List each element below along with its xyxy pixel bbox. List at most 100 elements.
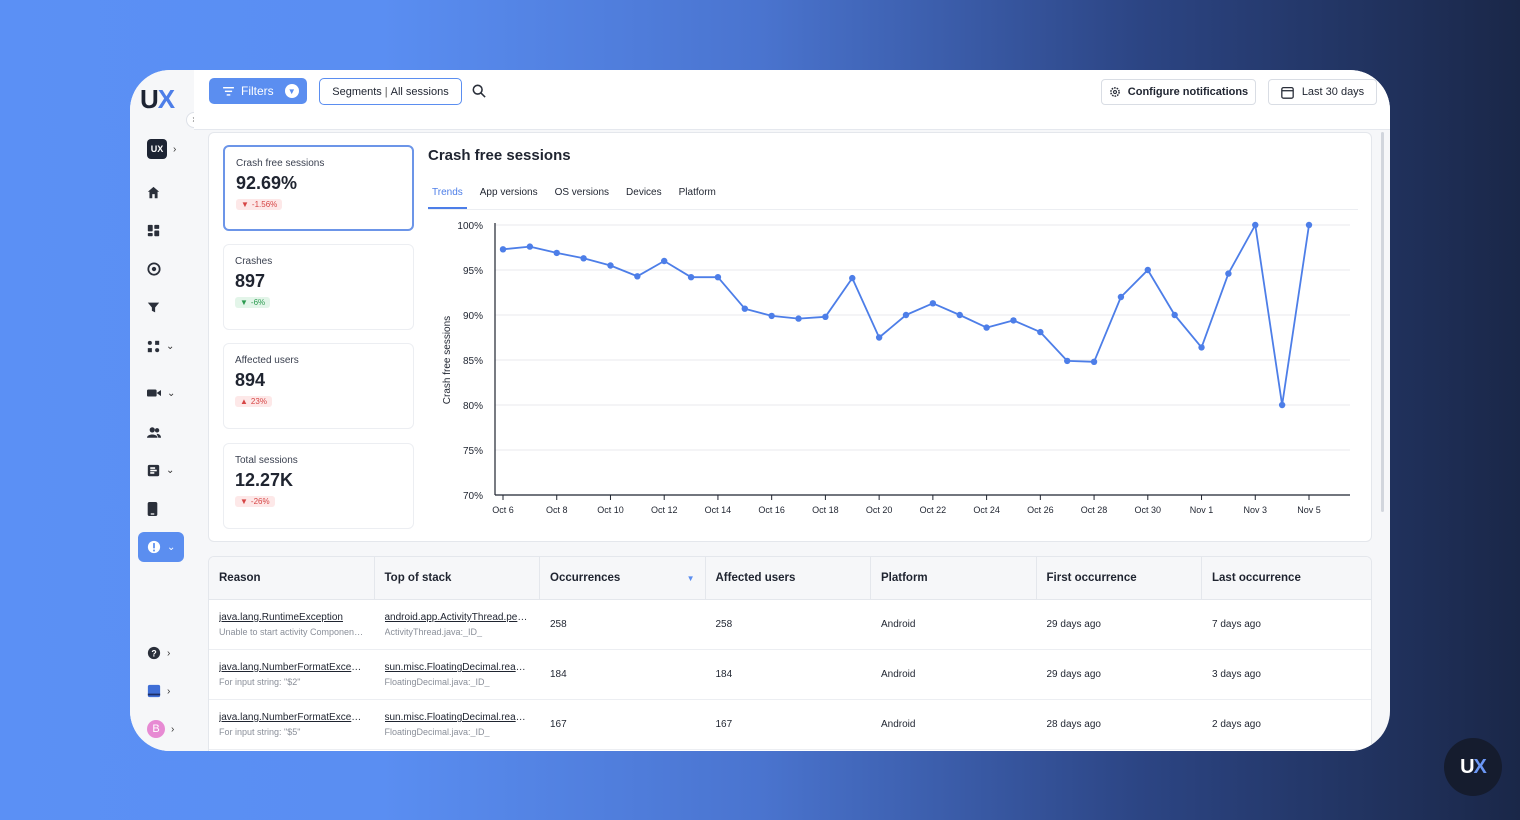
app-logo[interactable]: UX [140, 84, 175, 114]
sidebar-item-recordings[interactable]: ⌄ [138, 378, 184, 408]
chevron-right-icon: › [167, 685, 171, 697]
chevron-right-icon: › [173, 143, 177, 155]
data-point [875, 334, 883, 341]
data-point [607, 262, 614, 269]
sidebar-item-analytics[interactable] [138, 254, 184, 284]
column-header-last-occurrence[interactable]: Last occurrence [1212, 572, 1301, 584]
page-scrollbar[interactable] [1381, 132, 1384, 512]
x-tick-label: Nov 1 [1190, 505, 1214, 515]
column-header-top-of-stack[interactable]: Top of stack [375, 557, 540, 599]
platform-cell: Android [881, 719, 916, 730]
reason-link[interactable]: java.lang.RuntimeException [219, 612, 343, 623]
data-point [1198, 344, 1205, 351]
column-header-occurrences[interactable]: Occurrences ▼ [540, 557, 706, 599]
metric-change-badge: ▼ -26% [235, 496, 275, 507]
arrow-up-icon: ▲ [240, 397, 248, 406]
data-point [741, 305, 748, 312]
column-header-affected-users[interactable]: Affected users [706, 557, 871, 599]
tab-os-versions[interactable]: OS versions [554, 187, 610, 198]
x-tick-label: Oct 26 [1027, 505, 1054, 515]
affected-users-cell: 167 [715, 719, 733, 730]
tab-trends[interactable]: Trends [428, 179, 467, 209]
stack-link[interactable]: sun.misc.FloatingDecimal.readJ... [384, 712, 531, 723]
tab-app-versions[interactable]: App versions [479, 187, 538, 198]
data-point [983, 324, 990, 331]
chevron-right-icon: › [167, 647, 171, 659]
reason-detail: For input string: "$2" [219, 677, 301, 687]
reason-detail: Unable to start activity ComponentI... [219, 627, 365, 637]
sidebar-item-mobile[interactable] [138, 494, 184, 524]
table-row[interactable]: java.lang.NumberFormatException For input… [209, 700, 1371, 750]
x-tick-label: Oct 20 [866, 505, 893, 515]
sidebar-item-journeys[interactable]: ⌄ [138, 331, 184, 361]
table-row[interactable]: java.lang.RuntimeException Unable to star… [209, 600, 1371, 650]
x-tick-label: Nov 5 [1297, 505, 1321, 515]
y-tick-label: 75% [463, 446, 483, 457]
funnel-icon [147, 302, 160, 312]
data-point [1225, 270, 1232, 277]
first-occurrence-cell: 28 days ago [1046, 719, 1102, 730]
sidebar-item-users[interactable] [138, 417, 184, 447]
stack-link[interactable]: sun.misc.FloatingDecimal.readJ... [384, 662, 531, 673]
metric-label: Affected users [235, 355, 299, 366]
occurrences-cell: 184 [550, 669, 567, 680]
y-tick-label: 70% [463, 491, 483, 502]
sidebar-item-docs[interactable]: › [138, 676, 184, 706]
segments-button[interactable]: Segments | All sessions [319, 78, 462, 105]
tab-platform[interactable]: Platform [678, 187, 716, 198]
column-header-platform[interactable]: Platform [871, 557, 1037, 599]
filters-button[interactable]: Filters ▼ [209, 78, 307, 104]
x-tick-label: Oct 30 [1135, 505, 1162, 515]
column-header-reason[interactable]: Reason [209, 557, 375, 599]
search-icon[interactable] [472, 84, 486, 98]
tabs-divider [428, 209, 1358, 210]
x-tick-label: Oct 22 [920, 505, 947, 515]
stack-link[interactable]: android.app.ActivityThread.perfo... [384, 612, 531, 623]
sidebar-item-dashboards[interactable] [138, 215, 184, 245]
tab-devices[interactable]: Devices [626, 187, 662, 198]
sidebar-item-help[interactable]: ? › [138, 638, 184, 668]
sidebar-item-home[interactable] [138, 177, 184, 207]
metric-card-crash-free-sessions[interactable]: Crash free sessions 92.69% ▼ -1.56% [223, 145, 414, 231]
users-icon [147, 426, 161, 438]
metric-card-crashes[interactable]: Crashes 897 ▼ -6% [223, 244, 414, 330]
last-occurrence-cell: 7 days ago [1212, 619, 1261, 630]
metric-card-total-sessions[interactable]: Total sessions 12.27K ▼ -26% [223, 443, 414, 529]
configure-notifications-label: Configure notifications [1127, 86, 1249, 98]
chevron-right-icon: › [171, 723, 175, 735]
workspace-switcher[interactable]: UX › [138, 134, 184, 164]
metric-label: Crashes [235, 256, 273, 267]
sidebar-item-profile[interactable]: B › [138, 714, 184, 744]
metric-value: 92.69% [236, 173, 298, 193]
data-point [956, 311, 963, 319]
date-range-button[interactable]: Last 30 days [1268, 79, 1377, 105]
svg-text:?: ? [151, 649, 156, 659]
crash-free-sessions-chart: 70% 75% 80% 85% 90% 95% 100% Oct 6 Oct 8 Oct 10 Oc… [442, 221, 1350, 515]
reason-link[interactable]: java.lang.NumberFormatException [219, 712, 365, 723]
x-tick-label: Oct 16 [758, 505, 785, 515]
metric-change-badge: ▼ -1.56% [236, 199, 283, 210]
data-point [1037, 328, 1044, 336]
sidebar-item-crashes[interactable]: ⌄ [138, 532, 184, 562]
column-header-first-occurrence[interactable]: First occurrence [1037, 557, 1202, 599]
platform-cell: Android [881, 619, 916, 630]
sidebar-item-funnels[interactable] [138, 292, 184, 322]
journeys-icon [147, 340, 160, 352]
metric-card-affected-users[interactable]: Affected users 894 ▲ 23% [223, 343, 414, 429]
chevron-down-icon: ⌄ [167, 541, 176, 553]
sidebar-item-surveys[interactable]: ⌄ [138, 455, 184, 485]
table-row[interactable]: java.lang.NumberFormatException For input… [209, 650, 1371, 700]
y-tick-label: 100% [457, 221, 483, 232]
first-occurrence-cell: 29 days ago [1046, 619, 1102, 630]
x-tick-label: Nov 3 [1244, 505, 1268, 515]
metric-change-badge: ▲ 23% [235, 396, 272, 407]
segments-label: Segments [332, 85, 382, 98]
sort-desc-icon[interactable]: ▼ [686, 574, 695, 583]
survey-icon [147, 464, 160, 476]
chevron-down-icon: ⌄ [167, 387, 176, 399]
configure-notifications-button[interactable]: Configure notifications [1101, 79, 1256, 105]
data-point [902, 311, 910, 319]
chevron-down-icon: ⌄ [166, 340, 175, 352]
reason-link[interactable]: java.lang.NumberFormatException [219, 662, 365, 673]
data-point [526, 243, 534, 250]
